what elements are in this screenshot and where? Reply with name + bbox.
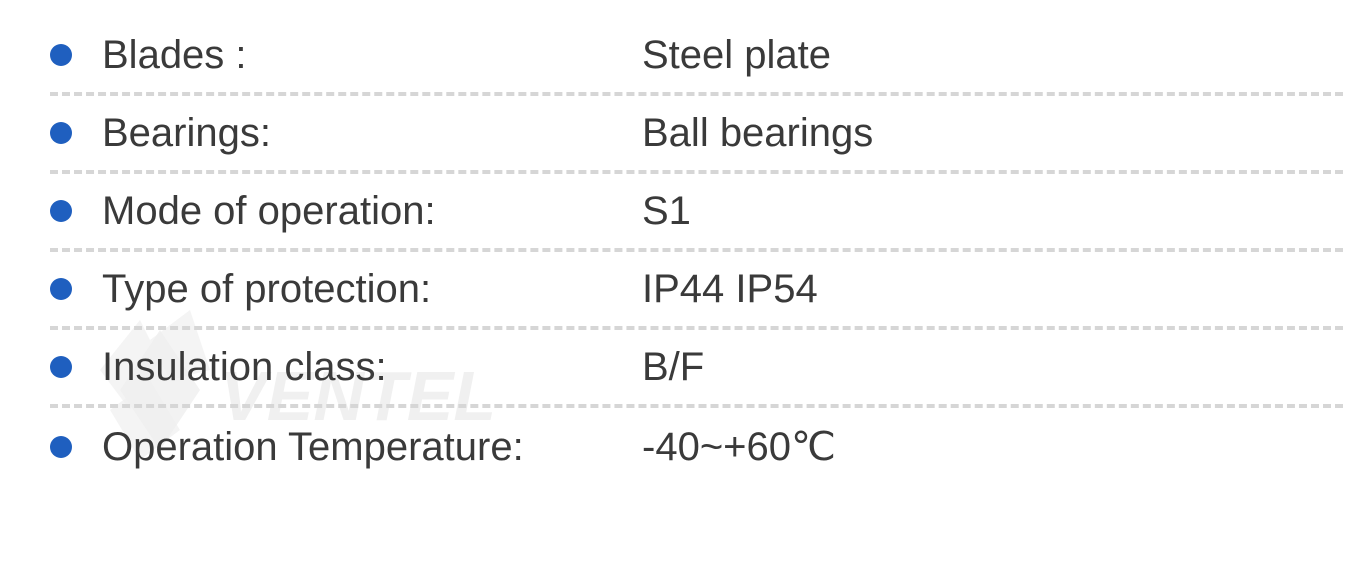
spec-row-blades: Blades : Steel plate: [50, 18, 1343, 96]
spec-label: Mode of operation:: [102, 189, 642, 234]
spec-row-mode: Mode of operation: S1: [50, 174, 1343, 252]
spec-label: Bearings:: [102, 111, 642, 156]
spec-label: Operation Temperature:: [102, 425, 642, 470]
bullet-icon: [50, 44, 72, 66]
specification-list: Blades : Steel plate Bearings: Ball bear…: [0, 0, 1363, 486]
spec-label: Type of protection:: [102, 267, 642, 312]
bullet-icon: [50, 122, 72, 144]
bullet-icon: [50, 200, 72, 222]
bullet-icon: [50, 278, 72, 300]
spec-value: S1: [642, 189, 691, 234]
spec-value: B/F: [642, 345, 704, 390]
spec-row-temperature: Operation Temperature: -40~+60℃: [50, 408, 1343, 486]
spec-row-protection: Type of protection: IP44 IP54: [50, 252, 1343, 330]
spec-label: Blades :: [102, 33, 642, 78]
spec-value: Steel plate: [642, 33, 831, 78]
spec-value: Ball bearings: [642, 111, 873, 156]
spec-row-bearings: Bearings: Ball bearings: [50, 96, 1343, 174]
spec-label: Insulation class:: [102, 345, 642, 390]
bullet-icon: [50, 436, 72, 458]
spec-value: -40~+60℃: [642, 424, 836, 470]
spec-value: IP44 IP54: [642, 267, 818, 312]
bullet-icon: [50, 356, 72, 378]
spec-row-insulation: Insulation class: B/F: [50, 330, 1343, 408]
